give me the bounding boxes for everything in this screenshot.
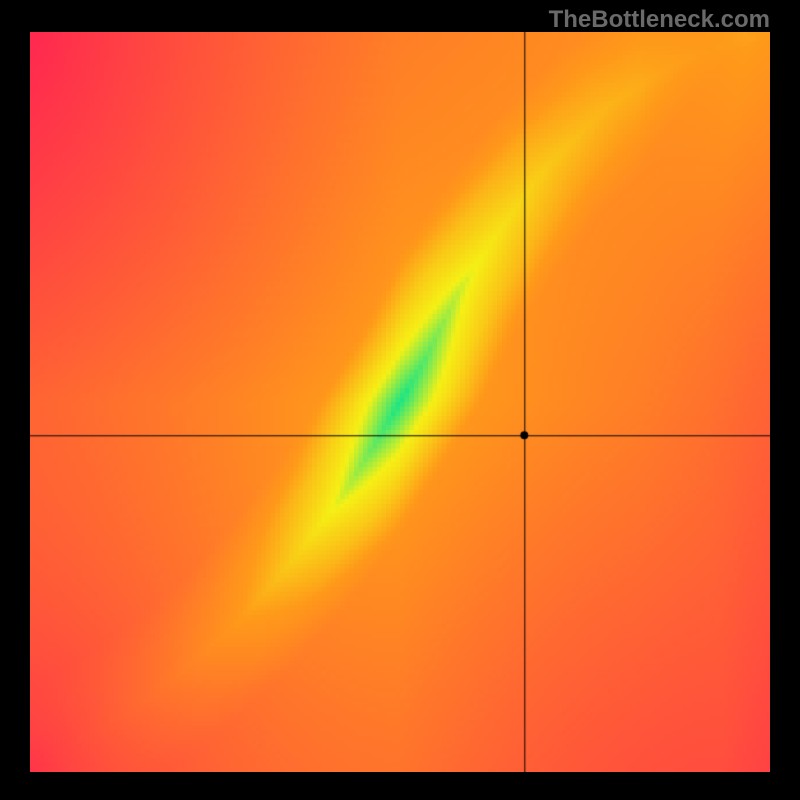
chart-container: TheBottleneck.com <box>0 0 800 800</box>
watermark-text: TheBottleneck.com <box>549 6 770 34</box>
crosshair-overlay <box>30 32 770 772</box>
